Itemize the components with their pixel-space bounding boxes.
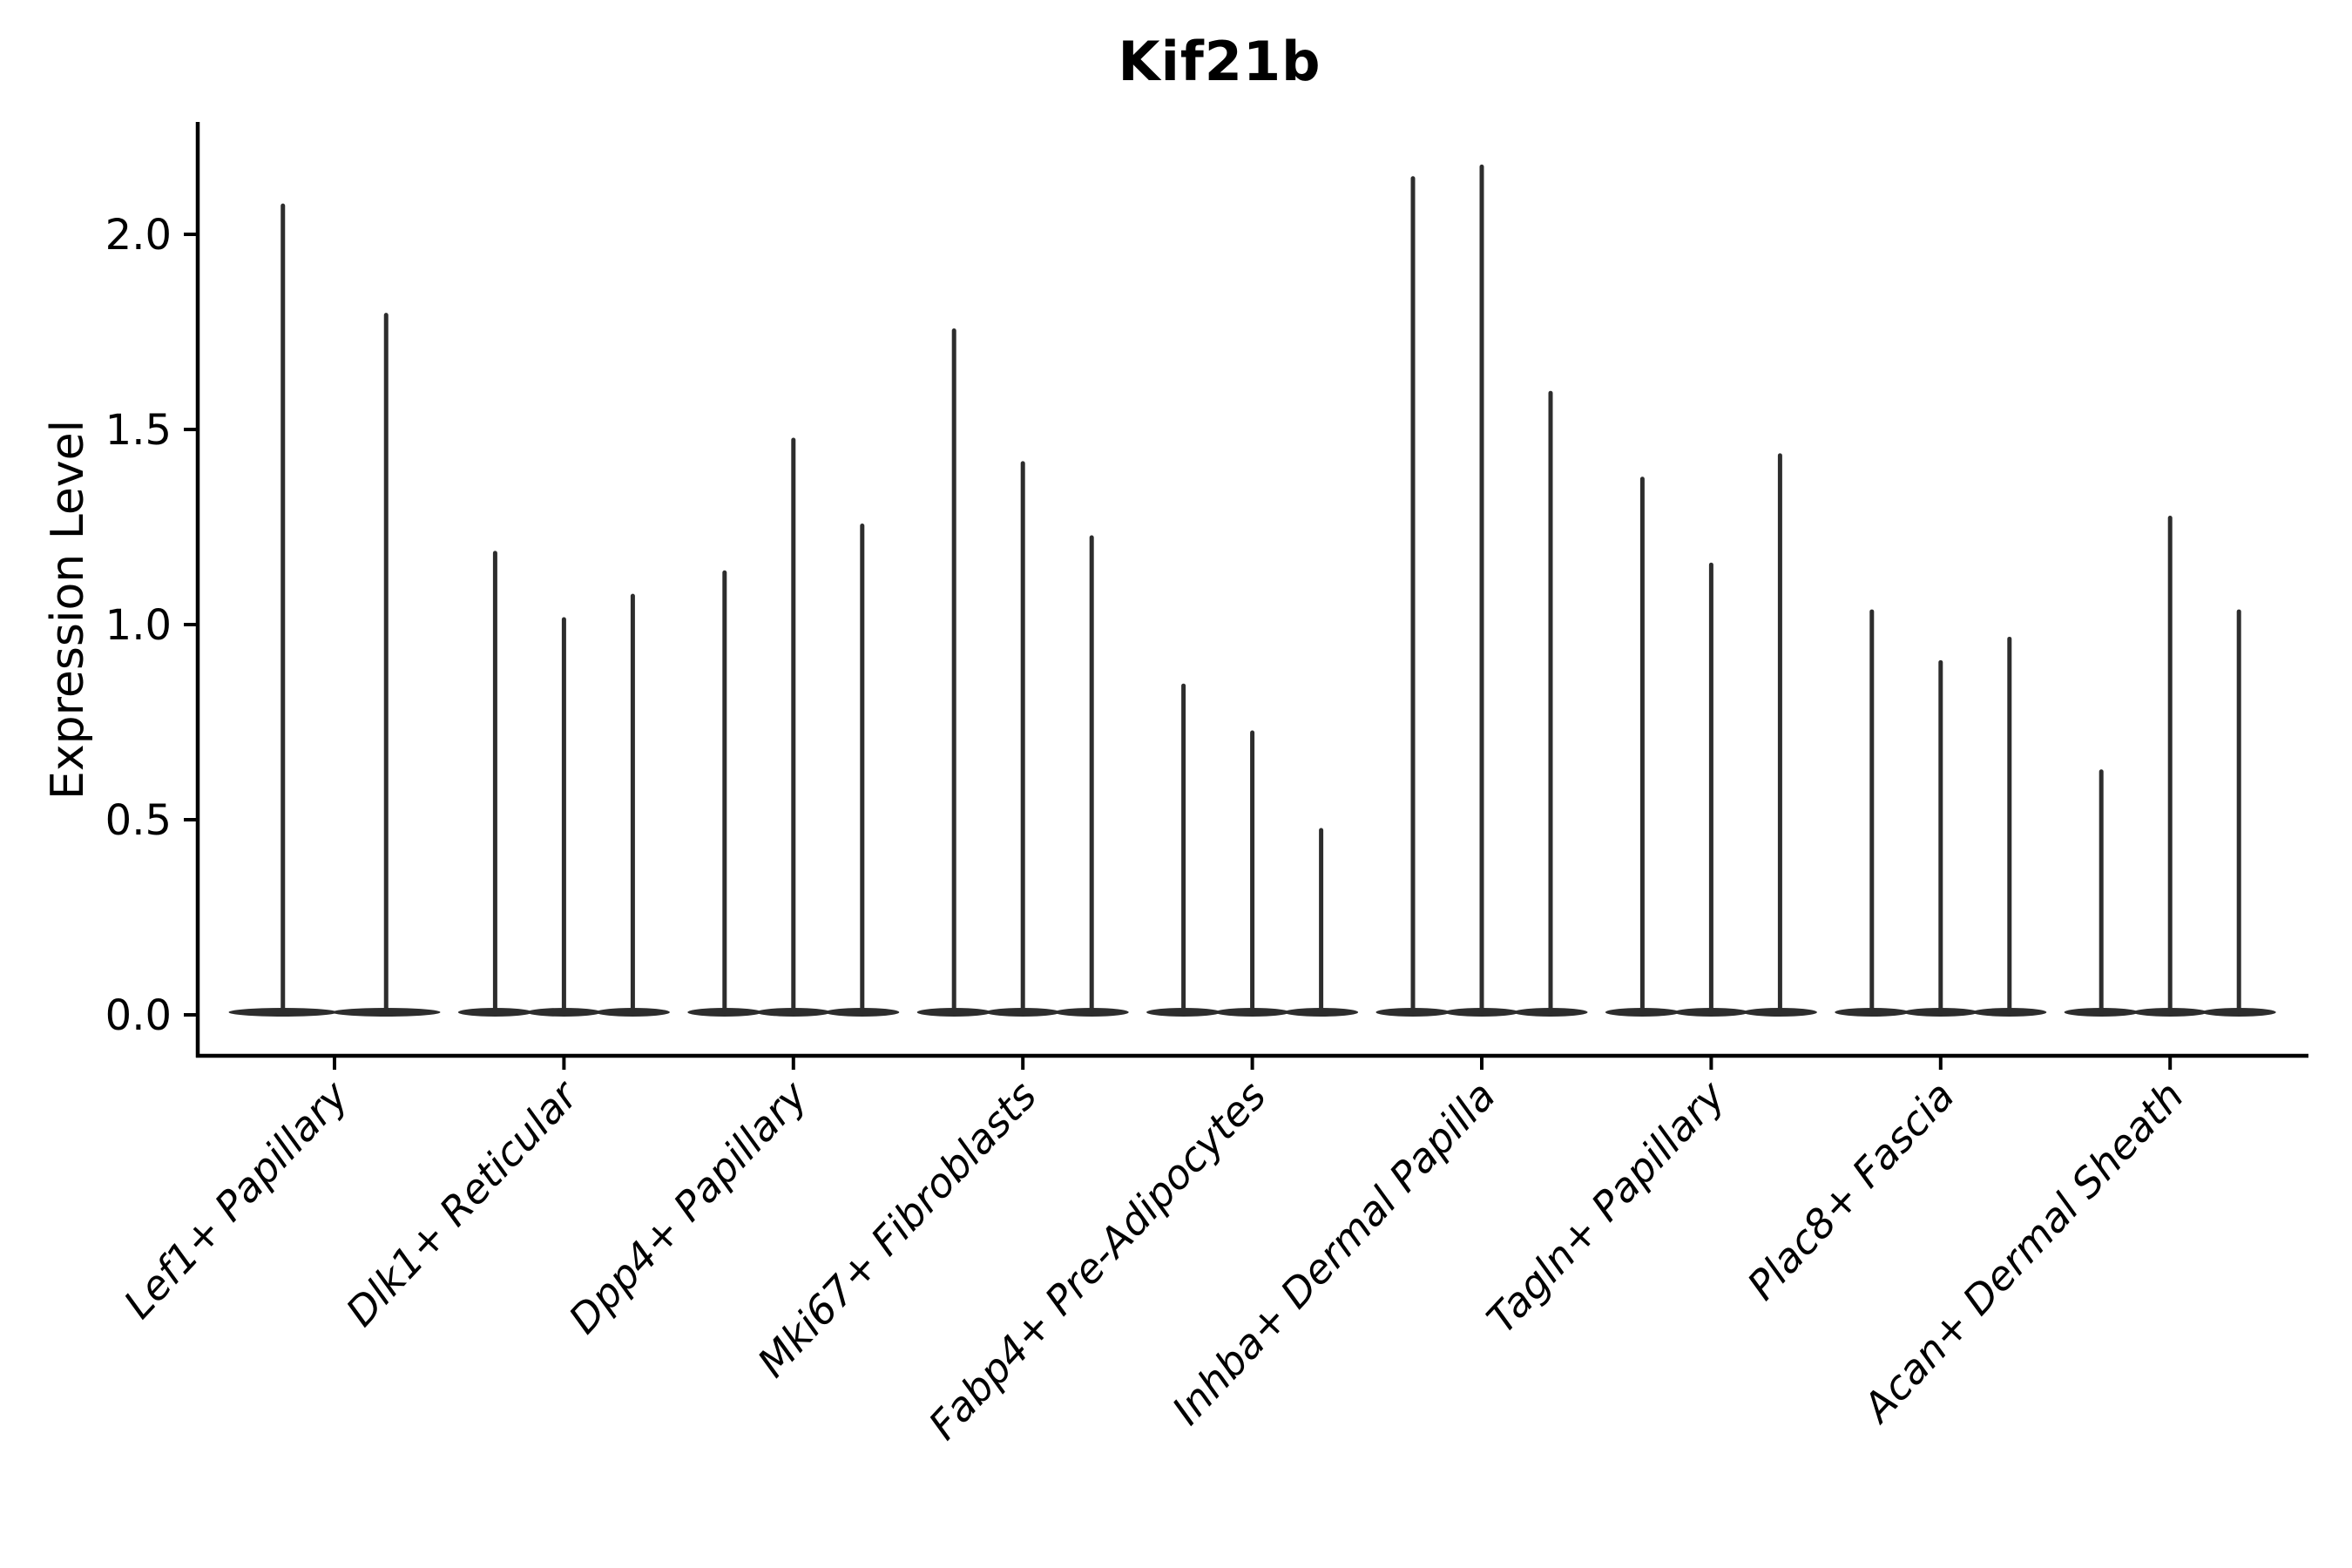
y-tick-label: 2.0 <box>105 211 172 260</box>
y-tick-label: 0.0 <box>105 991 172 1040</box>
x-category-label: Plac8+ Fascia <box>1738 1072 1963 1309</box>
x-category-label: Lef1+ Papillary <box>115 1071 358 1328</box>
x-category-label: Dlk1+ Reticular <box>337 1070 589 1335</box>
plot-title: Kif21b <box>1118 30 1321 93</box>
y-tick-label: 1.5 <box>105 406 172 455</box>
y-tick-label: 1.0 <box>105 601 172 650</box>
x-category-label: Tagln+ Papillary <box>1477 1071 1734 1342</box>
y-tick-label: 0.5 <box>105 796 172 845</box>
x-category-label: Dpp4+ Papillary <box>559 1071 816 1342</box>
